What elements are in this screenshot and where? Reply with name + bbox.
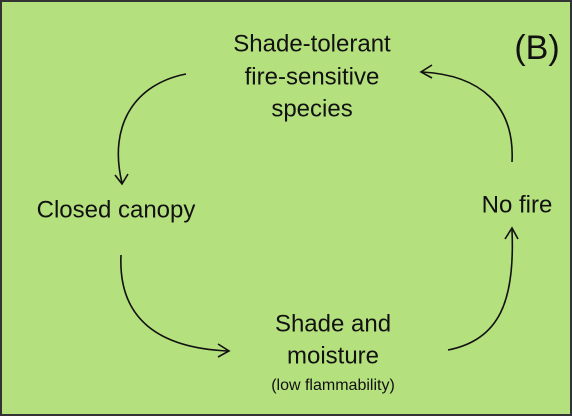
node-text: species xyxy=(271,95,352,122)
node-text: No fire xyxy=(482,191,553,218)
arrow xyxy=(120,254,229,352)
arrowhead xyxy=(114,173,129,186)
panel-label: (B) xyxy=(514,29,559,67)
arrowhead xyxy=(504,226,519,240)
arrowhead xyxy=(217,343,231,358)
arrows xyxy=(114,64,519,358)
arrow xyxy=(421,71,513,163)
node-text: moisture xyxy=(287,342,379,369)
node-note: (low flammability) xyxy=(271,377,395,394)
node-text: Shade-tolerant xyxy=(233,30,391,57)
node-text: fire-sensitive xyxy=(245,63,380,90)
arrow xyxy=(447,229,514,351)
arrowhead xyxy=(419,64,433,79)
arrow xyxy=(117,73,187,184)
node-text: Shade and xyxy=(275,310,391,337)
node-text: Closed canopy xyxy=(37,196,196,223)
